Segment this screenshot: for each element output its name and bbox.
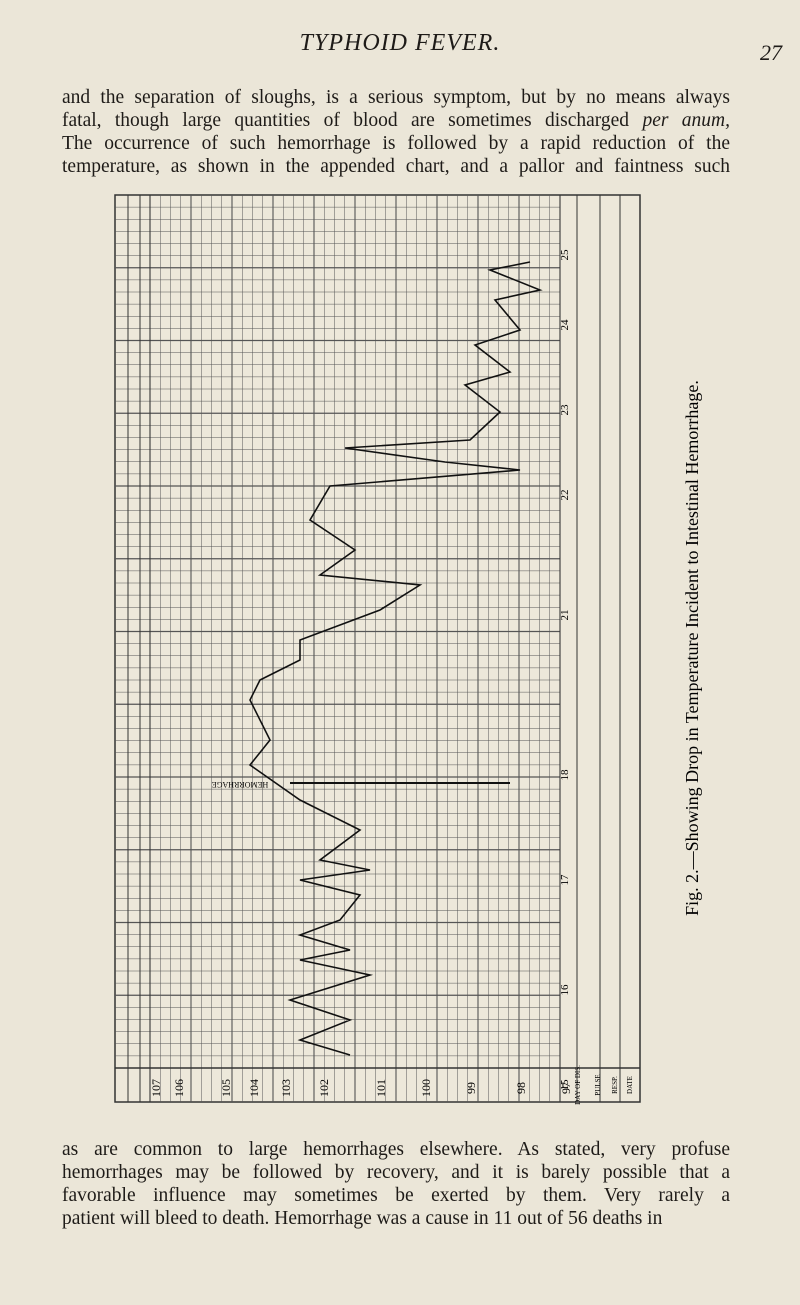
- day-label: 23: [559, 404, 571, 416]
- temperature-curve: [248, 261, 543, 1056]
- temperature-label: 102: [317, 1079, 331, 1097]
- annotation: HEMORRHAGE: [212, 780, 269, 789]
- running-head: TYPHOID FEVER.: [299, 30, 501, 56]
- day-label: 16: [559, 984, 571, 996]
- temperature-label: 100: [419, 1079, 433, 1097]
- day-label: 25: [559, 249, 571, 261]
- temperature-label: 101: [374, 1079, 388, 1097]
- text-line: favorable influence may sometimes be exe…: [62, 1185, 730, 1206]
- day-label: 21: [559, 610, 571, 621]
- temperature-label: 104: [247, 1079, 261, 1097]
- day-label: 22: [559, 490, 571, 501]
- page-number: 27: [760, 40, 782, 65]
- row-label: RESP.: [611, 1076, 619, 1094]
- temperature-label: 97: [559, 1082, 573, 1094]
- temperature-label: 98: [514, 1082, 528, 1094]
- text-line: and the separation of sloughs, is a seri…: [62, 87, 730, 108]
- text-line: as are common to large hemorrhages elsew…: [62, 1139, 730, 1160]
- day-label: 18: [559, 769, 571, 781]
- day-label: 15: [559, 1079, 571, 1091]
- text-line: patient will bleed to death. Hemorrhage …: [62, 1208, 663, 1229]
- row-label: DATE: [626, 1076, 634, 1094]
- italic-text: per anum,: [642, 110, 731, 131]
- text-line: hemorrhages may be followed by recovery,…: [62, 1162, 730, 1183]
- row-label: PULSE: [594, 1074, 602, 1095]
- text-line: The occurrence of such hemorrhage is fol…: [62, 133, 730, 154]
- text-line: fatal, though large quantities of blood …: [62, 109, 730, 132]
- figure-caption: Fig. 2.—Showing Drop in Temperature Inci…: [682, 380, 702, 916]
- temperature-label: 106: [172, 1079, 186, 1097]
- temperature-label: 99: [464, 1082, 478, 1094]
- temperature-label: 103: [279, 1079, 293, 1097]
- temperature-label: 107: [149, 1079, 163, 1097]
- paragraph: and the separation of sloughs, is a seri…: [62, 86, 730, 178]
- day-label: 17: [559, 874, 571, 886]
- row-label: DAY OF DIS.: [574, 1065, 582, 1105]
- day-label: 24: [559, 319, 571, 331]
- text: fatal, though large quantities of blood …: [62, 110, 630, 131]
- text-line: temperature, as shown in the appended ch…: [62, 156, 730, 177]
- chart-frame: [114, 194, 641, 1103]
- paragraph: as are common to large hemorrhages elsew…: [62, 1138, 730, 1230]
- temperature-label: 105: [219, 1079, 233, 1097]
